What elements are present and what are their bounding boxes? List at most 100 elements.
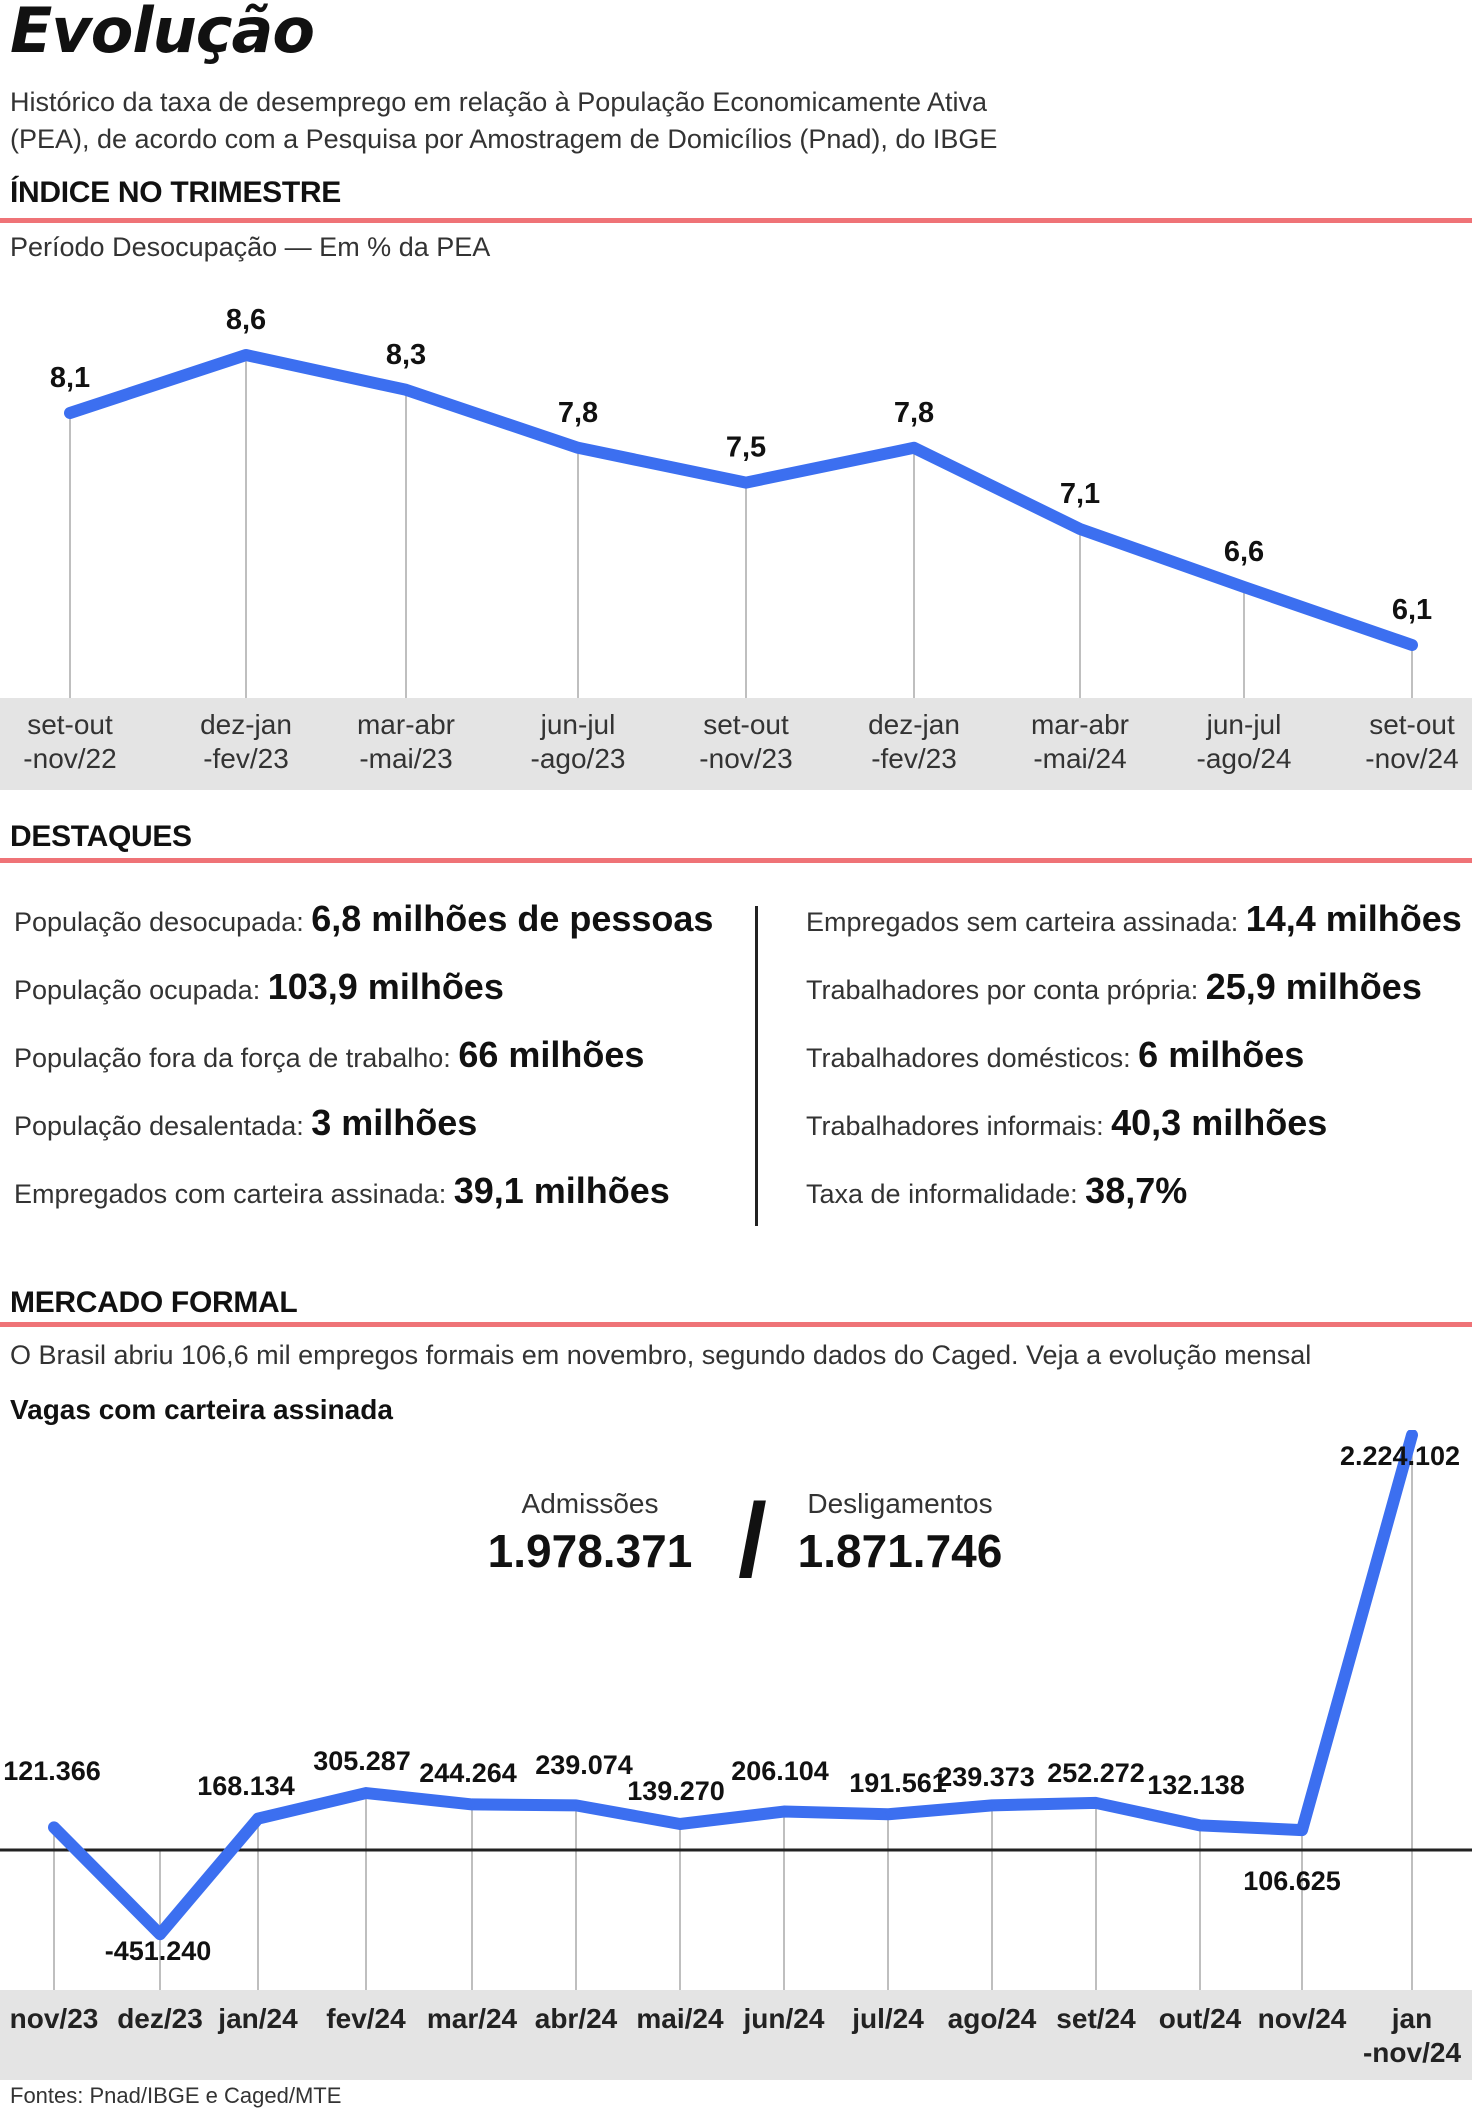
data-point xyxy=(255,1815,261,1822)
x-axis-band xyxy=(0,1990,1472,2080)
x-tick-label: jun-jul -ago/24 xyxy=(1197,709,1292,774)
admissions-block: Admissões 1.978.371 xyxy=(470,1488,710,1578)
data-label: 191.561 xyxy=(849,1768,947,1798)
x-tick-label: fev/24 xyxy=(326,2003,406,2034)
data-label: 305.287 xyxy=(313,1746,411,1776)
data-label: 2.224.102 xyxy=(1340,1441,1460,1471)
series-line xyxy=(64,349,1418,651)
data-point xyxy=(1409,1432,1415,1438)
data-point xyxy=(67,410,73,416)
x-tick-label: out/24 xyxy=(1159,2003,1242,2034)
highlight-row: Trabalhadores informais: 40,3 milhões xyxy=(806,1102,1328,1143)
section-title-highlights: DESTAQUES xyxy=(10,820,192,853)
data-label: 8,6 xyxy=(226,304,266,336)
x-tick-label: mar-abr -mai/23 xyxy=(357,709,455,774)
data-point xyxy=(469,1801,475,1808)
data-point xyxy=(1197,1822,1203,1829)
chart2-note: O Brasil abriu 106,6 mil empregos formai… xyxy=(10,1340,1312,1370)
data-point xyxy=(677,1821,683,1828)
data-label: 206.104 xyxy=(731,1756,829,1786)
x-tick-label: dez-jan -fev/23 xyxy=(200,709,292,774)
data-label: 168.134 xyxy=(197,1771,295,1801)
data-label: 6,6 xyxy=(1224,536,1264,568)
data-point xyxy=(403,386,409,393)
data-label: 7,8 xyxy=(894,397,934,429)
x-tick-label: set-out -nov/24 xyxy=(1365,709,1458,774)
data-point xyxy=(885,1811,891,1818)
section-rule xyxy=(0,1322,1472,1327)
x-tick-label: nov/24 xyxy=(1258,2003,1347,2034)
x-tick-label: jan -nov/24 xyxy=(1363,2003,1461,2068)
data-label: -451.240 xyxy=(105,1936,212,1966)
data-point xyxy=(1409,642,1415,648)
data-label: 8,3 xyxy=(386,339,426,371)
highlight-row: Trabalhadores por conta própria: 25,9 mi… xyxy=(806,966,1422,1007)
data-label: 139.270 xyxy=(627,1776,725,1806)
highlight-row: População ocupada: 103,9 milhões xyxy=(14,966,504,1007)
data-point xyxy=(243,352,249,358)
x-axis-band xyxy=(0,698,1472,790)
data-point xyxy=(575,444,581,451)
totals-separator: / xyxy=(738,1483,767,1599)
highlight-row: Empregados com carteira assinada: 39,1 m… xyxy=(14,1170,670,1211)
admissions-value: 1.978.371 xyxy=(487,1525,693,1577)
highlight-row: Empregados sem carteira assinada: 14,4 m… xyxy=(806,898,1462,939)
dismissals-label: Desligamentos xyxy=(807,1488,993,1519)
data-label: 6,1 xyxy=(1392,594,1432,626)
admissions-label: Admissões xyxy=(521,1488,659,1519)
source-footer: Fontes: Pnad/IBGE e Caged/MTE xyxy=(10,2083,342,2108)
data-point xyxy=(363,1790,369,1797)
data-point xyxy=(743,479,749,486)
data-label: 7,8 xyxy=(558,397,598,429)
data-label: 7,1 xyxy=(1060,478,1100,510)
x-tick-label: jun-jul -ago/23 xyxy=(531,709,626,774)
formal-jobs-line-chart: 121.366 nov/23 -451.240 dez/23 168.134 jan/24… xyxy=(0,1430,1472,2080)
x-tick-label: mar-abr -mai/24 xyxy=(1031,709,1129,774)
dismissals-value: 1.871.746 xyxy=(797,1525,1003,1577)
page-title: Evolução xyxy=(10,0,315,67)
section-rule xyxy=(0,218,1472,223)
chart1-note: Período Desocupação — Em % da PEA xyxy=(10,232,491,262)
data-label: 239.074 xyxy=(535,1750,633,1780)
x-tick-label: abr/24 xyxy=(535,2003,618,2034)
data-label: 244.264 xyxy=(419,1758,517,1788)
x-tick-label: mar/24 xyxy=(427,2003,518,2034)
data-point xyxy=(781,1808,787,1815)
data-point xyxy=(51,1824,57,1831)
x-tick-label: nov/23 xyxy=(10,2003,99,2034)
data-label: 132.138 xyxy=(1147,1770,1245,1800)
highlight-row: Taxa de informalidade: 38,7% xyxy=(806,1170,1188,1211)
data-label: 239.373 xyxy=(937,1762,1035,1792)
data-point xyxy=(1093,1799,1099,1806)
data-point xyxy=(989,1802,995,1809)
x-tick-label: jan/24 xyxy=(217,2003,298,2034)
x-tick-label: dez/23 xyxy=(117,2003,203,2034)
section-rule xyxy=(0,858,1472,863)
unemployment-line-chart: 8,1 set-out -nov/22 8,6 dez-jan -fev/23 8,3 mar… xyxy=(0,304,1472,790)
highlight-row: População fora da força de trabalho: 66 … xyxy=(14,1034,645,1075)
highlight-row: População desocupada: 6,8 milhões de pes… xyxy=(14,898,714,939)
x-tick-label: set-out -nov/22 xyxy=(23,709,116,774)
x-tick-label: mai/24 xyxy=(636,2003,724,2034)
data-label: 8,1 xyxy=(50,362,90,394)
highlights-divider xyxy=(755,906,758,1226)
chart2-subnote: Vagas com carteira assinada xyxy=(10,1394,393,1425)
data-point xyxy=(157,1931,163,1938)
series-line xyxy=(48,1430,1418,1941)
data-point xyxy=(1299,1827,1305,1834)
x-tick-label: jun/24 xyxy=(743,2003,825,2034)
page-subtitle: Histórico da taxa de desemprego em relaç… xyxy=(10,87,998,154)
data-label: 106.625 xyxy=(1243,1866,1341,1896)
data-label: 252.272 xyxy=(1047,1758,1145,1788)
x-tick-label: ago/24 xyxy=(948,2003,1037,2034)
data-point xyxy=(1241,584,1247,590)
x-tick-label: dez-jan -fev/23 xyxy=(868,709,960,774)
data-point xyxy=(573,1802,579,1809)
x-tick-label: set-out -nov/23 xyxy=(699,709,792,774)
data-point xyxy=(1077,526,1083,532)
highlights-left: População desocupada: 6,8 milhões de pes… xyxy=(14,898,713,1238)
highlight-row: Trabalhadores domésticos: 6 milhões xyxy=(806,1034,1305,1075)
highlights-right: Empregados sem carteira assinada: 14,4 m… xyxy=(806,898,1462,1238)
section-title-formal-market: MERCADO FORMAL xyxy=(10,1286,298,1319)
data-label: 7,5 xyxy=(726,432,766,464)
